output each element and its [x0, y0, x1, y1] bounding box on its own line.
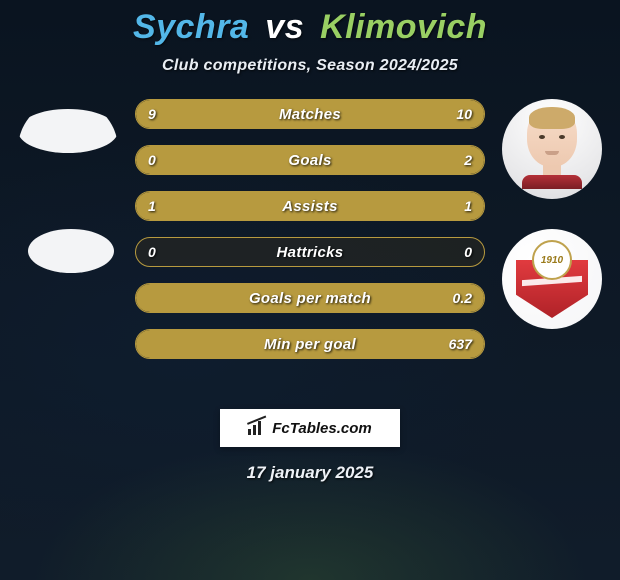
stat-value-right: 0.2 [453, 284, 472, 312]
player2-name: Klimovich [320, 8, 487, 46]
player1-name: Sychra [133, 8, 249, 46]
stat-value-left: 0 [148, 238, 156, 266]
stat-value-left: 0 [148, 146, 156, 174]
dvtk-shield-icon: 1910 [516, 240, 588, 318]
stat-value-left: 1 [148, 192, 156, 220]
player1-club-badge [28, 229, 114, 273]
stat-value-right: 2 [464, 146, 472, 174]
stat-row: Min per goal637 [135, 329, 485, 359]
stat-label: Goals per match [136, 284, 484, 312]
vs-label: vs [265, 8, 304, 46]
stat-row: Goals per match0.2 [135, 283, 485, 313]
stat-label: Min per goal [136, 330, 484, 358]
subtitle: Club competitions, Season 2024/2025 [0, 57, 620, 75]
stat-label: Assists [136, 192, 484, 220]
player2-club-badge: 1910 [502, 229, 602, 329]
player1-avatar-placeholder [18, 109, 118, 153]
stat-row: Matches9 10 [135, 99, 485, 129]
stat-value-right: 637 [449, 330, 472, 358]
content-area: 1910 Matches910Goals02Assists11Hattricks… [0, 99, 620, 379]
stat-value-right: 1 [464, 192, 472, 220]
stat-value-right: 10 [456, 100, 472, 128]
brand-text: FcTables.com [272, 420, 371, 437]
stat-label: Hattricks [136, 238, 484, 266]
stat-value-left: 9 [148, 100, 156, 128]
stat-row: Assists1 1 [135, 191, 485, 221]
stat-label: Goals [136, 146, 484, 174]
club-year: 1910 [532, 240, 572, 280]
stats-bars: Matches910Goals02Assists11Hattricks00Goa… [135, 99, 485, 359]
stat-value-right: 0 [464, 238, 472, 266]
stat-label: Matches [136, 100, 484, 128]
player1-avatar [18, 99, 118, 199]
player2-face-icon [522, 109, 582, 187]
stat-row: Goals0 2 [135, 145, 485, 175]
brand-badge[interactable]: FcTables.com [220, 409, 400, 447]
comparison-card: Sychra vs Klimovich Club competitions, S… [0, 0, 620, 580]
page-title: Sychra vs Klimovich [0, 8, 620, 47]
stat-row: Hattricks0 0 [135, 237, 485, 267]
player2-avatar [502, 99, 602, 199]
date-label: 17 january 2025 [0, 463, 620, 483]
fctables-logo-icon [248, 421, 266, 435]
